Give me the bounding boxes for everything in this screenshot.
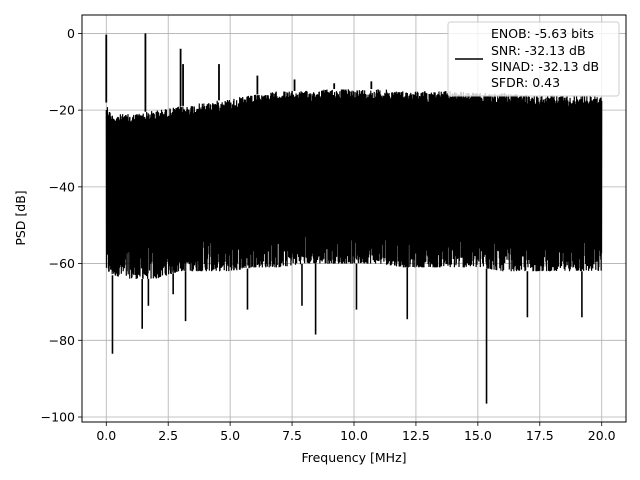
x-tick-label: 17.5: [526, 428, 554, 443]
x-tick-label: 10.0: [340, 428, 368, 443]
x-axis-label: Frequency [MHz]: [301, 450, 406, 465]
psd-series-line: [105, 89, 603, 279]
legend: ENOB: -5.63 bits SNR: -32.13 dB SINAD: -…: [447, 21, 620, 97]
x-tick-label: 15.0: [464, 428, 492, 443]
x-tick-label: 0.0: [96, 428, 116, 443]
legend-entry-sinad: SINAD: -32.13 dB: [491, 59, 599, 74]
y-tick-label: −20: [49, 103, 75, 118]
legend-entry-snr: SNR: -32.13 dB: [491, 43, 586, 58]
y-tick-label: −80: [49, 333, 75, 348]
y-tick-label: −60: [49, 256, 75, 271]
y-tick-label: −40: [49, 179, 75, 194]
y-tick-label: 0: [67, 26, 75, 41]
y-axis-label: PSD [dB]: [13, 190, 28, 245]
x-tick-label: 2.5: [158, 428, 178, 443]
plot-area: [105, 33, 603, 404]
x-tick-label: 12.5: [402, 428, 430, 443]
legend-entry-sfdr: SFDR: 0.43: [491, 75, 560, 90]
legend-box: [447, 21, 620, 97]
x-tick-label: 20.0: [588, 428, 616, 443]
legend-entry-enob: ENOB: -5.63 bits: [491, 26, 594, 41]
ticks: 0.0 2.5 5.0 7.5 10.0 12.5 15.0 17.5 20.0 0 −20 −40 −…: [41, 26, 616, 443]
x-tick-label: 7.5: [282, 428, 302, 443]
y-tick-label: −100: [41, 410, 75, 425]
x-tick-label: 5.0: [220, 428, 240, 443]
